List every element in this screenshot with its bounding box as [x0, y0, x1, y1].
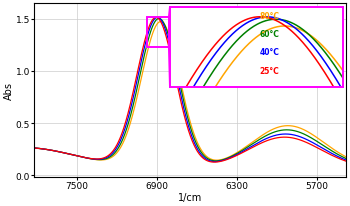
Bar	[147, 18, 169, 48]
Y-axis label: Abs: Abs	[4, 82, 14, 100]
X-axis label: 1/cm: 1/cm	[178, 192, 202, 202]
